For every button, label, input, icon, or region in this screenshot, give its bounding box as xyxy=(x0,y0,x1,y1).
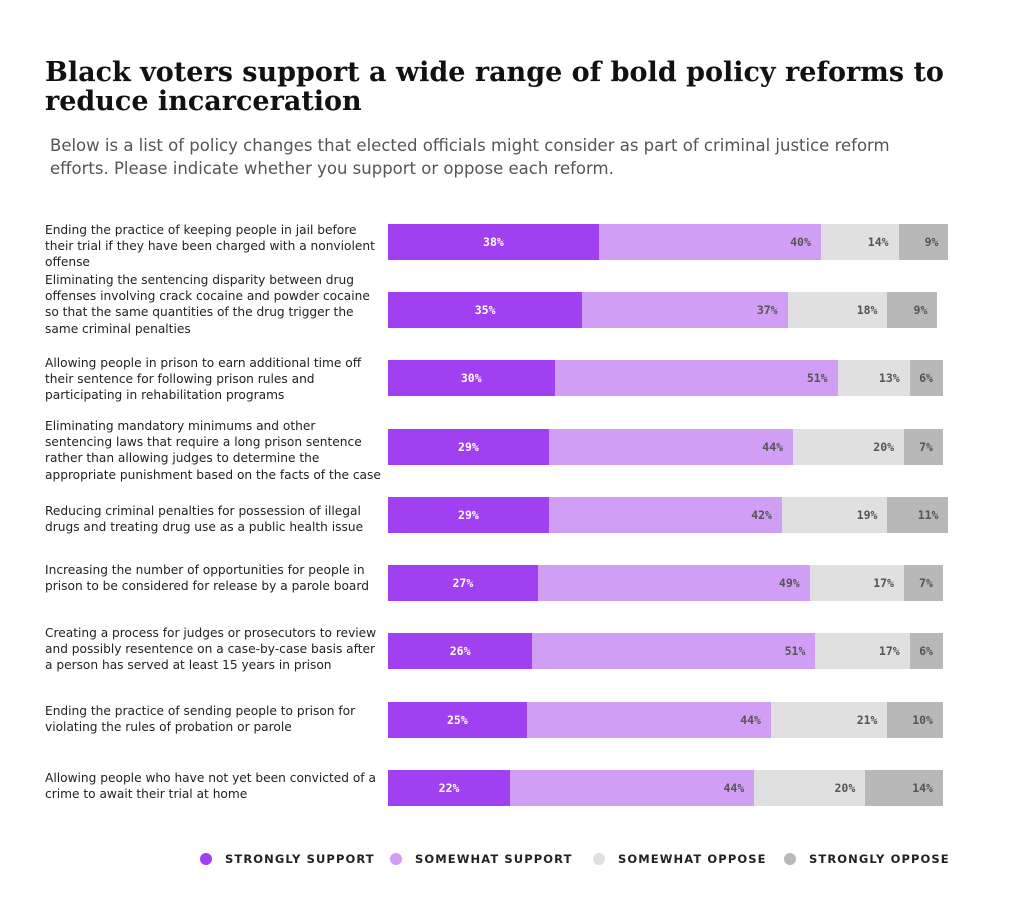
chart-legend: STRONGLY SUPPORT SOMEWHAT SUPPORT SOMEWH… xyxy=(200,852,960,870)
bar-segment-somewhat-support: 51% xyxy=(532,633,816,669)
legend-swatch-somewhat-oppose xyxy=(593,853,605,865)
bar-segment-somewhat-oppose: 17% xyxy=(809,565,904,601)
bar-segment-strongly-oppose: 9% xyxy=(898,224,949,260)
bar-row: 35% 37% 18% 9% xyxy=(388,292,938,328)
legend-label-somewhat-support: SOMEWHAT SUPPORT xyxy=(415,852,573,866)
legend-swatch-strongly-oppose xyxy=(784,853,796,865)
bar-segment-somewhat-support: 40% xyxy=(598,224,821,260)
bar-segment-strongly-support: 38% xyxy=(388,224,599,260)
bar-segment-somewhat-oppose: 21% xyxy=(770,702,888,738)
row-label: Allowing people in prison to earn additi… xyxy=(45,356,362,403)
bar-segment-somewhat-support: 42% xyxy=(548,497,782,533)
bar-segment-strongly-support: 29% xyxy=(388,497,549,533)
row-label: Creating a process for judges or prosecu… xyxy=(45,626,377,673)
bar-segment-strongly-oppose: 14% xyxy=(865,770,943,806)
row-label: Eliminating the sentencing disparity bet… xyxy=(45,273,370,336)
row-label: Ending the practice of keeping people in… xyxy=(45,223,375,270)
bar-row: 30% 51% 13% 6% xyxy=(388,360,943,396)
bar-segment-strongly-oppose: 11% xyxy=(887,497,949,533)
chart-subtitle: Below is a list of policy changes that e… xyxy=(50,136,890,178)
bar-segment-strongly-oppose: 7% xyxy=(903,565,943,601)
legend-item-strongly-support: STRONGLY SUPPORT xyxy=(200,852,375,866)
bar-segment-strongly-support: 26% xyxy=(388,633,533,669)
bar-segment-somewhat-support: 51% xyxy=(554,360,838,396)
bar-segment-strongly-support: 29% xyxy=(388,429,549,465)
bar-segment-strongly-oppose: 9% xyxy=(887,292,938,328)
legend-item-strongly-oppose: STRONGLY OPPOSE xyxy=(784,852,950,866)
chart-title: Black voters support a wide range of bol… xyxy=(45,57,944,117)
bar-row: 26% 51% 17% 6% xyxy=(388,633,943,669)
bar-row: 29% 44% 20% 7% xyxy=(388,429,943,465)
bar-segment-strongly-support: 35% xyxy=(388,292,583,328)
bar-segment-somewhat-support: 49% xyxy=(537,565,810,601)
bar-segment-strongly-oppose: 7% xyxy=(904,429,943,465)
bar-segment-somewhat-oppose: 18% xyxy=(787,292,888,328)
row-label: Reducing criminal penalties for possessi… xyxy=(45,504,364,535)
legend-label-strongly-oppose: STRONGLY OPPOSE xyxy=(809,852,950,866)
bar-segment-somewhat-oppose: 20% xyxy=(754,770,866,806)
legend-item-somewhat-support: SOMEWHAT SUPPORT xyxy=(390,852,573,866)
bar-segment-strongly-support: 22% xyxy=(388,770,511,806)
bar-segment-somewhat-support: 44% xyxy=(548,429,794,465)
row-label: Eliminating mandatory minimums and other… xyxy=(45,419,381,482)
legend-label-strongly-support: STRONGLY SUPPORT xyxy=(225,852,375,866)
row-label: Allowing people who have not yet been co… xyxy=(45,771,376,802)
bar-segment-somewhat-oppose: 14% xyxy=(820,224,899,260)
bar-segment-somewhat-support: 44% xyxy=(526,702,771,738)
bar-segment-strongly-support: 25% xyxy=(388,702,527,738)
legend-label-somewhat-oppose: SOMEWHAT OPPOSE xyxy=(618,852,767,866)
bar-segment-somewhat-support: 37% xyxy=(582,292,788,328)
bar-row: 38% 40% 14% 9% xyxy=(388,224,949,260)
bar-segment-somewhat-oppose: 20% xyxy=(793,429,905,465)
bar-segment-strongly-oppose: 10% xyxy=(887,702,943,738)
bar-segment-somewhat-support: 44% xyxy=(510,770,755,806)
row-label: Increasing the number of opportunities f… xyxy=(45,563,369,594)
bar-row: 25% 44% 21% 10% xyxy=(388,702,943,738)
row-label: Ending the practice of sending people to… xyxy=(45,704,356,735)
bar-segment-strongly-oppose: 6% xyxy=(909,633,943,669)
bar-row: 29% 42% 19% 11% xyxy=(388,497,949,533)
legend-swatch-strongly-support xyxy=(200,853,212,865)
legend-swatch-somewhat-support xyxy=(390,853,402,865)
bar-segment-strongly-support: 27% xyxy=(388,565,538,601)
bar-segment-somewhat-oppose: 13% xyxy=(837,360,910,396)
bar-row: 22% 44% 20% 14% xyxy=(388,770,943,806)
bar-segment-somewhat-oppose: 19% xyxy=(781,497,888,533)
bar-row: 27% 49% 17% 7% xyxy=(388,565,943,601)
bar-segment-strongly-support: 30% xyxy=(388,360,555,396)
bar-segment-strongly-oppose: 6% xyxy=(909,360,943,396)
legend-item-somewhat-oppose: SOMEWHAT OPPOSE xyxy=(593,852,767,866)
bar-segment-somewhat-oppose: 17% xyxy=(815,633,910,669)
